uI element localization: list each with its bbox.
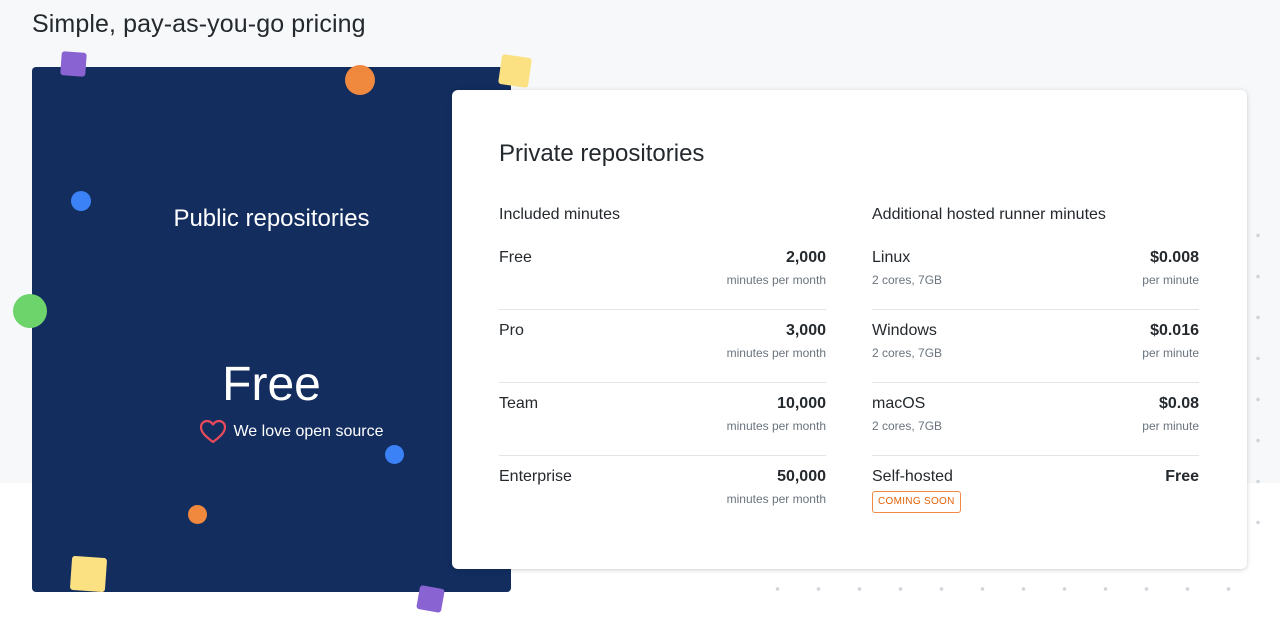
coming-soon-badge: COMING SOON <box>872 491 961 513</box>
confetti-yellow-square-bottom <box>69 555 108 593</box>
runner-os: Self-hosted <box>872 468 953 485</box>
table-row: Enterprise 50,000 minutes per month <box>499 456 826 529</box>
confetti-orange-circle-bottom <box>188 505 207 524</box>
included-minutes-header: Included minutes <box>499 206 620 223</box>
confetti-green-circle <box>13 294 47 328</box>
table-row: Team 10,000 minutes per month <box>499 383 826 456</box>
confetti-blue-circle-right <box>385 445 404 464</box>
public-card-title: Public repositories <box>173 205 370 232</box>
confetti-yellow-square-top <box>498 54 532 88</box>
tagline-text: We love open source <box>233 423 384 440</box>
table-row: Self-hosted COMING SOON Free <box>872 456 1199 529</box>
runner-spec: 2 cores, 7GB <box>872 273 943 287</box>
plan-minutes: 10,000 <box>777 395 826 412</box>
private-card-title: Private repositories <box>499 140 705 167</box>
table-row: Pro 3,000 minutes per month <box>499 310 826 383</box>
plan-minutes: 3,000 <box>785 322 826 339</box>
confetti-orange-circle-top <box>345 65 375 95</box>
runner-unit: per minute <box>1142 346 1199 360</box>
plan-unit: minutes per month <box>726 419 826 433</box>
page-title: Simple, pay-as-you-go pricing <box>32 10 366 38</box>
plan-name: Pro <box>499 322 524 339</box>
runner-price: $0.08 <box>1158 395 1199 412</box>
runner-os: Linux <box>872 249 911 266</box>
dot-pattern-right <box>1250 215 1266 535</box>
public-tagline: We love open source <box>32 419 511 445</box>
runner-unit: per minute <box>1142 273 1199 287</box>
runner-price: Free <box>1165 468 1199 485</box>
table-row: macOS 2 cores, 7GB $0.08 per minute <box>872 383 1199 456</box>
runner-price: $0.008 <box>1150 249 1199 266</box>
runner-spec: 2 cores, 7GB <box>872 346 943 360</box>
public-price: Free <box>222 358 321 411</box>
plan-unit: minutes per month <box>726 492 826 506</box>
runner-unit: per minute <box>1142 419 1199 433</box>
heart-outline-icon <box>199 419 227 445</box>
table-row: Windows 2 cores, 7GB $0.016 per minute <box>872 310 1199 383</box>
private-repositories-card: Private repositories Included minutes Fr… <box>452 90 1247 569</box>
confetti-purple-square-bottom <box>416 585 445 613</box>
included-minutes-column: Included minutes Free 2,000 minutes per … <box>499 205 826 529</box>
plan-unit: minutes per month <box>726 273 826 287</box>
plan-name: Free <box>499 249 532 266</box>
plan-name: Enterprise <box>499 468 572 485</box>
confetti-blue-circle-left <box>71 191 91 211</box>
confetti-purple-square-top <box>60 51 87 77</box>
plan-minutes: 2,000 <box>785 249 826 266</box>
additional-minutes-header: Additional hosted runner minutes <box>872 206 1106 223</box>
public-repositories-card: Public repositories Free We love open so… <box>32 67 511 592</box>
plan-unit: minutes per month <box>726 346 826 360</box>
plan-name: Team <box>499 395 539 412</box>
dot-pattern-bottom <box>757 580 1257 598</box>
table-row: Free 2,000 minutes per month <box>499 237 826 310</box>
runner-os: Windows <box>872 322 937 339</box>
runner-price: $0.016 <box>1150 322 1199 339</box>
runner-spec: 2 cores, 7GB <box>872 419 943 433</box>
plan-minutes: 50,000 <box>777 468 826 485</box>
table-row: Linux 2 cores, 7GB $0.008 per minute <box>872 237 1199 310</box>
additional-minutes-column: Additional hosted runner minutes Linux 2… <box>872 205 1199 529</box>
runner-os: macOS <box>872 395 926 412</box>
